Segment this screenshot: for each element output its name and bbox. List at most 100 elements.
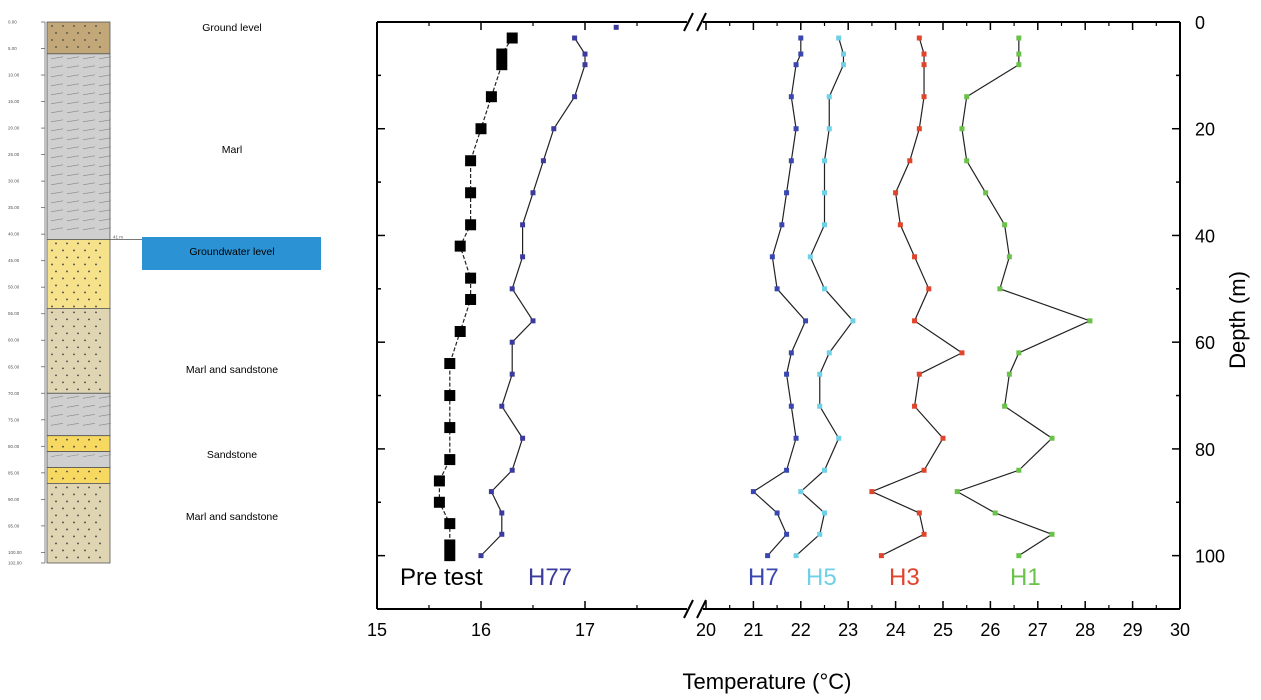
sand-dot bbox=[51, 507, 53, 510]
data-point bbox=[840, 51, 846, 57]
data-point bbox=[907, 158, 913, 164]
sand-dot bbox=[95, 353, 97, 356]
sand-dot bbox=[62, 445, 64, 448]
sand-dot bbox=[77, 32, 79, 34]
sand-dot bbox=[51, 249, 53, 252]
sand-dot bbox=[62, 249, 64, 252]
marl-hatch bbox=[50, 173, 64, 177]
sand-dot bbox=[51, 381, 53, 384]
sand-dot bbox=[62, 277, 64, 280]
sand-dot bbox=[51, 521, 53, 524]
sand-dot bbox=[66, 388, 68, 391]
sand-dot bbox=[99, 318, 101, 321]
data-point bbox=[509, 339, 515, 345]
sand-dot bbox=[88, 318, 90, 321]
sand-dot bbox=[66, 298, 68, 301]
plot-frame bbox=[376, 12, 1181, 619]
lithology-layer bbox=[46, 21, 111, 55]
axis-break-mark bbox=[683, 599, 694, 619]
y-axis-ticks: 0 20 40 60 80 100 bbox=[377, 13, 1225, 610]
marl-hatch bbox=[50, 454, 64, 457]
marl-hatch bbox=[50, 56, 64, 60]
sand-dot bbox=[99, 470, 101, 473]
series-layer bbox=[433, 24, 1093, 562]
marl-hatch bbox=[50, 110, 64, 114]
sand-dot bbox=[95, 535, 97, 538]
sand-dot bbox=[55, 556, 57, 559]
sand-dot bbox=[99, 284, 101, 287]
data-point bbox=[798, 51, 804, 57]
sand-dot bbox=[66, 360, 68, 363]
data-point bbox=[475, 123, 487, 135]
data-point bbox=[807, 254, 813, 260]
depth-scale-label: 10.00 bbox=[8, 73, 20, 78]
data-point bbox=[485, 91, 497, 103]
sand-dot bbox=[84, 477, 86, 480]
marl-hatch bbox=[50, 128, 64, 132]
marl-hatch bbox=[50, 137, 64, 141]
data-point bbox=[840, 62, 846, 68]
x-tick-label: 20 bbox=[696, 620, 716, 640]
series-h5 bbox=[793, 35, 856, 559]
marl-hatch bbox=[82, 454, 96, 457]
data-point bbox=[983, 190, 989, 196]
sand-dot bbox=[84, 263, 86, 266]
groundwater-level-box bbox=[142, 237, 321, 270]
data-point bbox=[784, 190, 790, 196]
sand-dot bbox=[99, 256, 101, 259]
marl-hatch bbox=[66, 404, 80, 408]
marl-hatch bbox=[66, 56, 80, 60]
sand-dot bbox=[66, 542, 68, 545]
sand-dot bbox=[77, 374, 79, 377]
marl-hatch bbox=[50, 404, 64, 408]
lithology-layer bbox=[46, 435, 111, 453]
sand-dot bbox=[62, 39, 64, 41]
data-point bbox=[774, 510, 780, 516]
sand-dot bbox=[73, 325, 75, 328]
data-point bbox=[496, 59, 508, 71]
sand-dot bbox=[66, 500, 68, 503]
sand-dot bbox=[95, 277, 97, 280]
sand-dot bbox=[95, 521, 97, 524]
y-tick-label: 80 bbox=[1195, 440, 1215, 460]
sand-dot bbox=[62, 311, 64, 314]
sand-dot bbox=[55, 256, 57, 259]
data-point bbox=[499, 510, 505, 516]
y-tick-label: 0 bbox=[1195, 13, 1205, 33]
sand-dot bbox=[88, 374, 90, 377]
marl-hatch bbox=[98, 83, 112, 87]
sand-dot bbox=[51, 535, 53, 538]
sand-dot bbox=[88, 438, 90, 441]
marl-hatch bbox=[50, 413, 64, 417]
sand-dot bbox=[55, 374, 57, 377]
data-point bbox=[817, 403, 823, 409]
sand-dot bbox=[66, 270, 68, 273]
data-point bbox=[520, 435, 526, 441]
data-point bbox=[921, 531, 927, 537]
x-tick-label: 30 bbox=[1170, 620, 1190, 640]
depth-scale-label: 55.00 bbox=[8, 311, 20, 316]
data-point bbox=[465, 293, 477, 305]
sand-dot bbox=[77, 46, 79, 48]
sand-dot bbox=[84, 353, 86, 356]
axis-break-mark bbox=[683, 12, 694, 32]
data-point bbox=[509, 286, 515, 292]
marl-hatch bbox=[98, 101, 112, 105]
data-point bbox=[798, 489, 804, 495]
sand-dot bbox=[84, 311, 86, 314]
lithology-layer bbox=[46, 308, 111, 394]
data-point bbox=[817, 531, 823, 537]
data-point bbox=[1006, 371, 1012, 377]
sand-dot bbox=[99, 360, 101, 363]
data-point bbox=[826, 350, 832, 356]
sand-dot bbox=[66, 528, 68, 531]
data-point bbox=[788, 94, 794, 100]
series-label-h5: H5 bbox=[806, 564, 837, 591]
sand-dot bbox=[51, 277, 53, 280]
data-point bbox=[1016, 553, 1022, 559]
sand-dot bbox=[84, 277, 86, 280]
data-point bbox=[850, 318, 856, 324]
marl-hatch bbox=[98, 191, 112, 195]
sand-dot bbox=[66, 242, 68, 245]
data-point bbox=[454, 326, 466, 338]
